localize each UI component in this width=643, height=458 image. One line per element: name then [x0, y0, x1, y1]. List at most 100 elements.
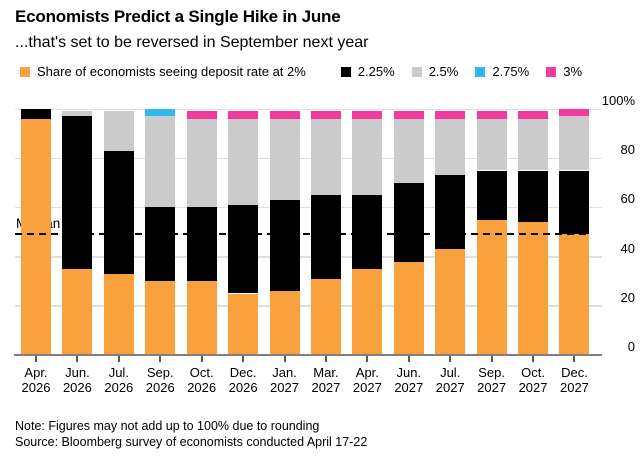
- legend-swatch: [475, 66, 486, 77]
- x-tick-label-year: 2026: [228, 379, 258, 395]
- legend-swatch: [546, 66, 557, 77]
- gridline: [15, 305, 602, 307]
- bar-segment: [62, 116, 93, 269]
- bar-segment: [145, 207, 176, 282]
- x-tick: [449, 356, 452, 362]
- x-tick-label-month: Jan.: [272, 365, 297, 380]
- bar-segment: [352, 268, 383, 355]
- bar-segment: [476, 219, 507, 355]
- y-tick-label: 40: [620, 240, 635, 256]
- x-tick-label: Oct. 2027: [512, 365, 553, 395]
- bar-segment: [269, 200, 300, 292]
- bar-segment: [393, 182, 424, 262]
- bar-segment: [62, 268, 93, 355]
- bar-segment: [518, 118, 549, 171]
- legend-label: 2.75%: [492, 64, 530, 79]
- x-tick-label: Mar. 2027: [305, 365, 346, 395]
- legend-item: 3%: [546, 64, 582, 79]
- x-tick: [324, 356, 327, 362]
- median-line: [15, 233, 590, 236]
- bar-segment: [435, 111, 466, 119]
- bar-segment: [435, 118, 466, 176]
- legend-label: 2.25%: [357, 64, 395, 79]
- bar-segment: [352, 118, 383, 196]
- bar-segment: [186, 118, 217, 208]
- bar-segment: [269, 118, 300, 200]
- bar-segment: [476, 118, 507, 171]
- x-tick-label: Dec. 2027: [554, 365, 595, 395]
- legend: Share of economists seeing deposit rate …: [20, 64, 599, 79]
- bar-segment: [476, 111, 507, 119]
- x-tick-label-year: 2027: [352, 379, 382, 395]
- bar-segment: [435, 249, 466, 355]
- gridline: [15, 256, 602, 258]
- gridline: [15, 157, 602, 160]
- bar-segment: [228, 204, 259, 294]
- bar-segment: [310, 118, 341, 196]
- x-tick: [159, 356, 162, 362]
- bar-segment: [559, 170, 590, 235]
- bar-segment: [186, 281, 217, 355]
- bar-segment: [352, 111, 383, 119]
- bar-segment: [186, 111, 217, 119]
- x-tick-label: Jun. 2027: [388, 365, 429, 395]
- bar-segment: [228, 118, 259, 205]
- x-tick-label: Sep. 2026: [140, 365, 181, 395]
- x-tick-label-month: Oct.: [189, 365, 214, 380]
- x-tick: [573, 356, 576, 362]
- legend-swatch: [411, 66, 422, 77]
- x-tick-label: Oct. 2026: [181, 365, 222, 395]
- y-tick-label: 20: [620, 289, 635, 305]
- y-tick-label: 60: [620, 191, 635, 207]
- bar-segment: [352, 195, 383, 269]
- bar-segment: [518, 222, 549, 355]
- x-tick-label-month: Jun.: [65, 365, 90, 380]
- x-tick: [76, 356, 79, 362]
- x-tick-label-month: Apr.: [24, 365, 48, 380]
- x-tick-label-year: 2027: [311, 379, 341, 395]
- bar-segment: [145, 281, 176, 355]
- x-tick-label-month: Apr.: [355, 365, 379, 380]
- x-tick-label: Dec. 2026: [222, 365, 263, 395]
- x-tick-label: Apr. 2026: [15, 365, 56, 395]
- x-tick-label-year: 2026: [104, 379, 134, 395]
- bar-segment: [435, 175, 466, 250]
- x-tick-label-month: Dec.: [561, 365, 588, 380]
- x-tick-label-month: Oct.: [521, 365, 545, 380]
- x-tick-label: Jul. 2027: [430, 365, 471, 395]
- x-tick-label-year: 2026: [62, 379, 92, 395]
- chart-title: Economists Predict a Single Hike in June: [15, 7, 341, 26]
- x-tick-label-year: 2027: [477, 379, 507, 395]
- x-tick-label-month: Jul.: [440, 365, 461, 380]
- x-tick-label-year: 2027: [435, 379, 465, 395]
- legend-swatch: [340, 66, 351, 77]
- y-tick-label: 0: [627, 339, 635, 354]
- legend-label: Share of economists seeing deposit rate …: [37, 64, 306, 79]
- bar-segment: [476, 170, 507, 220]
- chart-subtitle: ...that's set to be reversed in Septembe…: [15, 34, 369, 51]
- source-text: Source: Bloomberg survey of economists c…: [15, 435, 368, 449]
- x-tick: [407, 356, 410, 362]
- bar-segment: [228, 293, 259, 355]
- x-tick: [283, 356, 286, 362]
- x-tick-label-month: Sep.: [146, 365, 174, 380]
- x-tick: [117, 356, 120, 362]
- bar-segment: [145, 116, 176, 208]
- x-tick-label-month: Jul.: [108, 365, 129, 380]
- x-tick-label-year: 2026: [21, 379, 51, 395]
- bar-segment: [559, 109, 590, 117]
- x-tick: [532, 356, 535, 362]
- legend-label: 2.5%: [428, 64, 459, 79]
- x-tick-label: Sep. 2027: [471, 365, 512, 395]
- y-tick-label: 100%: [601, 93, 635, 108]
- bar-segment: [269, 291, 300, 355]
- x-tick-label-month: Mar.: [313, 365, 339, 380]
- x-tick-label-month: Sep.: [478, 365, 505, 380]
- x-tick-label: Jul. 2026: [98, 365, 139, 395]
- legend-item: 2.75%: [475, 64, 529, 79]
- bar-segment: [186, 207, 217, 282]
- legend-swatch: [20, 66, 30, 77]
- x-tick: [35, 356, 37, 362]
- bar-segment: [310, 278, 341, 355]
